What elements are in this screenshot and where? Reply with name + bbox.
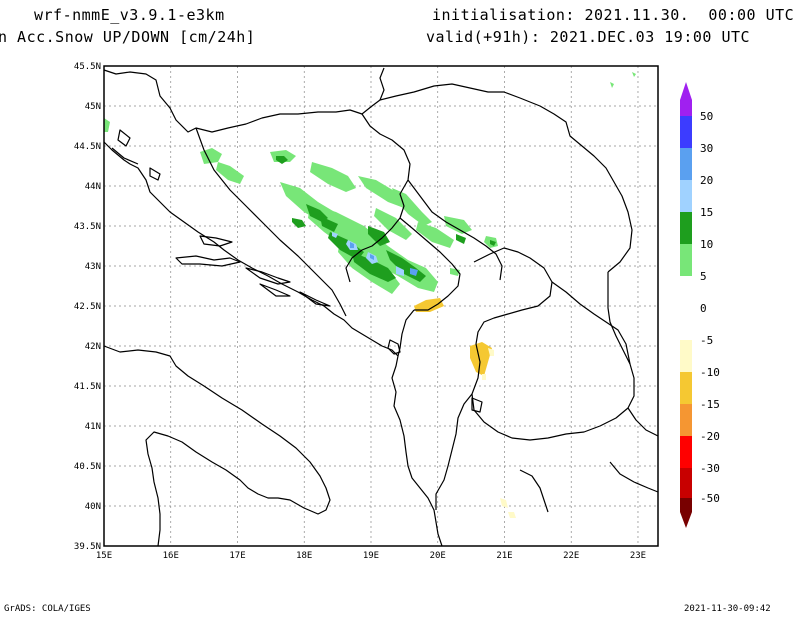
colorbar-20-30 [680,148,692,180]
colorbar-label: 20 [700,174,713,187]
y-tick-label: 45N [85,102,101,112]
x-tick-label: 20E [430,551,446,561]
credit-label: GrADS: COLA/IGES [4,604,91,614]
snow-field-negative [414,298,516,518]
x-tick-label: 22E [563,551,579,561]
y-tick-label: 42N [85,342,101,352]
y-tick-label: 43N [85,262,101,272]
x-tick-label: 17E [229,551,245,561]
model-title: wrf-nmmE_v3.9.1-e3km [34,6,225,24]
y-tick-label: 41.5N [74,382,101,392]
map-grid [104,66,658,546]
y-tick-label: 44.5N [74,142,101,152]
y-tick-label: 40N [85,502,101,512]
colorbar-label: -50 [700,492,720,505]
map-frame [103,65,659,547]
x-tick-label: 19E [363,551,379,561]
colorbar-5-10 [680,244,692,276]
variable-title: n Acc.Snow UP/DOWN [cm/24h] [0,28,256,46]
colorbar-label: -5 [700,334,713,347]
colorbar-label: -30 [700,462,720,475]
colorbar-label: 50 [700,110,713,123]
colorbar-15-20 [680,180,692,212]
colorbar-label: -20 [700,430,720,443]
colorbar-label: 5 [700,270,707,283]
x-tick-label: 21E [496,551,512,561]
colorbar-label: -15 [700,398,720,411]
colorbar-top-arrow [680,82,692,116]
x-axis-ticks: 15E 16E 17E 18E 19E 20E 21E 22E 23E [96,551,646,561]
colorbar-label: 30 [700,142,713,155]
y-tick-label: 41N [85,422,101,432]
colorbar-label: -10 [700,366,720,379]
colorbar-m15-m10 [680,372,692,404]
colorbar-label: 15 [700,206,713,219]
colorbar-label: 0 [700,302,707,315]
y-tick-label: 44N [85,182,101,192]
init-time: initialisation: 2021.11.30. 00:00 UTC [432,6,795,24]
snow-field-positive [104,72,636,294]
colorbar-m20-m15 [680,404,692,436]
colorbar-m5-0 [680,308,692,340]
y-tick-label: 40.5N [74,462,101,472]
x-tick-label: 15E [96,551,112,561]
x-tick-label: 16E [163,551,179,561]
colorbar-10-15 [680,212,692,244]
colorbar-m30-m20 [680,436,692,468]
y-tick-label: 43.5N [74,222,101,232]
colorbar-m10-m5 [680,340,692,372]
colorbar-bottom-arrow [680,498,692,528]
x-tick-label: 23E [630,551,646,561]
timestamp-label: 2021-11-30-09:42 [684,604,771,614]
y-tick-label: 45.5N [74,62,101,72]
colorbar-label: 10 [700,238,713,251]
valid-time: valid(+91h): 2021.DEC.03 19:00 UTC [426,28,751,46]
x-tick-label: 18E [296,551,312,561]
y-tick-label: 39.5N [74,542,101,552]
colorbar-30-50 [680,116,692,148]
y-tick-label: 42.5N [74,302,101,312]
y-axis-ticks: 39.5N 40N 40.5N 41N 41.5N 42N 42.5N 43N 43.5N 44N… [74,62,101,552]
colorbar-0-5 [680,276,692,308]
colorbar-m50-m30 [680,468,692,498]
coastlines-borders [103,67,659,547]
